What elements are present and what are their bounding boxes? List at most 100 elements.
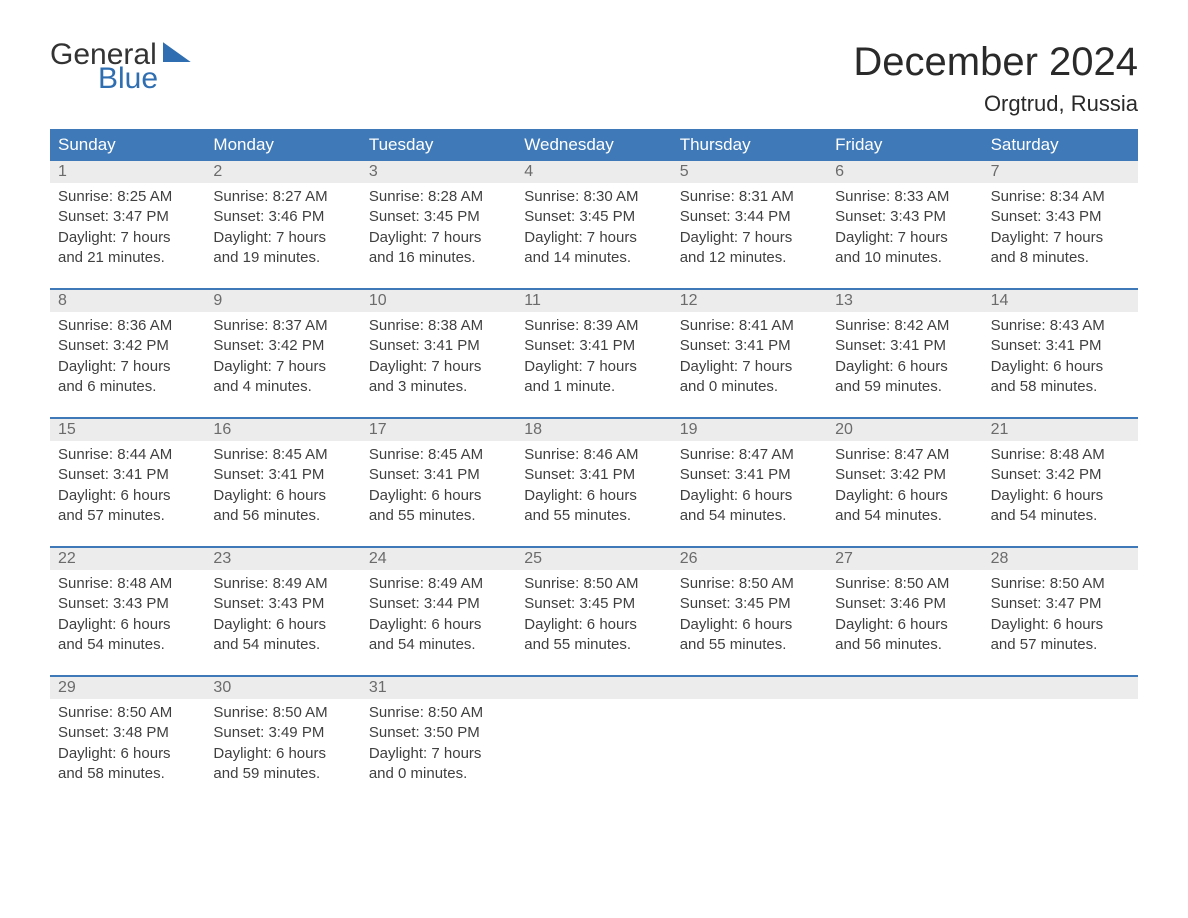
day-cell: Sunrise: 8:31 AMSunset: 3:44 PMDaylight:… [672, 183, 827, 274]
week-row: 891011121314Sunrise: 8:36 AMSunset: 3:42… [50, 288, 1138, 403]
sunset-text: Sunset: 3:44 PM [369, 594, 508, 614]
sunset-text: Sunset: 3:41 PM [369, 336, 508, 356]
sunrise-text: Sunrise: 8:27 AM [213, 187, 352, 207]
day-cell: Sunrise: 8:45 AMSunset: 3:41 PMDaylight:… [361, 441, 516, 532]
sunset-text: Sunset: 3:50 PM [369, 723, 508, 743]
week-row: 15161718192021Sunrise: 8:44 AMSunset: 3:… [50, 417, 1138, 532]
month-title: December 2024 [853, 40, 1138, 85]
day-number: 13 [827, 290, 982, 312]
sunrise-text: Sunrise: 8:48 AM [58, 574, 197, 594]
day-number-row: 891011121314 [50, 290, 1138, 312]
sunrise-text: Sunrise: 8:45 AM [369, 445, 508, 465]
day-number: 30 [205, 677, 360, 699]
daylight-text: Daylight: 6 hours and 58 minutes. [991, 357, 1130, 398]
sunset-text: Sunset: 3:41 PM [524, 336, 663, 356]
day-cell: Sunrise: 8:50 AMSunset: 3:47 PMDaylight:… [983, 570, 1138, 661]
daylight-text: Daylight: 6 hours and 54 minutes. [213, 615, 352, 656]
day-number: 11 [516, 290, 671, 312]
day-header-cell: Sunday [50, 129, 205, 161]
day-number: 7 [983, 161, 1138, 183]
sunset-text: Sunset: 3:42 PM [213, 336, 352, 356]
page-header: General Blue December 2024 Orgtrud, Russ… [50, 40, 1138, 117]
week-row: 1234567Sunrise: 8:25 AMSunset: 3:47 PMDa… [50, 161, 1138, 274]
daylight-text: Daylight: 6 hours and 56 minutes. [213, 486, 352, 527]
daylight-text: Daylight: 7 hours and 0 minutes. [680, 357, 819, 398]
day-cell: Sunrise: 8:44 AMSunset: 3:41 PMDaylight:… [50, 441, 205, 532]
day-header-row: Sunday Monday Tuesday Wednesday Thursday… [50, 129, 1138, 161]
sunset-text: Sunset: 3:42 PM [835, 465, 974, 485]
day-number: 6 [827, 161, 982, 183]
logo-flag-icon [163, 42, 191, 62]
sunset-text: Sunset: 3:41 PM [680, 465, 819, 485]
day-number: 9 [205, 290, 360, 312]
sunset-text: Sunset: 3:43 PM [213, 594, 352, 614]
sunrise-text: Sunrise: 8:41 AM [680, 316, 819, 336]
day-number: 4 [516, 161, 671, 183]
title-block: December 2024 Orgtrud, Russia [853, 40, 1138, 117]
day-number: 24 [361, 548, 516, 570]
day-number-row: 22232425262728 [50, 548, 1138, 570]
day-cell: Sunrise: 8:47 AMSunset: 3:41 PMDaylight:… [672, 441, 827, 532]
day-number: 27 [827, 548, 982, 570]
sunrise-text: Sunrise: 8:30 AM [524, 187, 663, 207]
sunrise-text: Sunrise: 8:38 AM [369, 316, 508, 336]
day-cell: Sunrise: 8:49 AMSunset: 3:43 PMDaylight:… [205, 570, 360, 661]
day-cell: Sunrise: 8:42 AMSunset: 3:41 PMDaylight:… [827, 312, 982, 403]
day-number: 10 [361, 290, 516, 312]
day-number: 14 [983, 290, 1138, 312]
day-cell: Sunrise: 8:30 AMSunset: 3:45 PMDaylight:… [516, 183, 671, 274]
day-cell [516, 699, 671, 790]
daylight-text: Daylight: 6 hours and 57 minutes. [991, 615, 1130, 656]
day-cell [983, 699, 1138, 790]
day-cell: Sunrise: 8:46 AMSunset: 3:41 PMDaylight:… [516, 441, 671, 532]
day-cell: Sunrise: 8:50 AMSunset: 3:49 PMDaylight:… [205, 699, 360, 790]
sunrise-text: Sunrise: 8:43 AM [991, 316, 1130, 336]
day-cell: Sunrise: 8:39 AMSunset: 3:41 PMDaylight:… [516, 312, 671, 403]
day-number: 28 [983, 548, 1138, 570]
day-cell: Sunrise: 8:43 AMSunset: 3:41 PMDaylight:… [983, 312, 1138, 403]
day-header-cell: Monday [205, 129, 360, 161]
daylight-text: Daylight: 7 hours and 10 minutes. [835, 228, 974, 269]
sunrise-text: Sunrise: 8:44 AM [58, 445, 197, 465]
daylight-text: Daylight: 6 hours and 56 minutes. [835, 615, 974, 656]
sunrise-text: Sunrise: 8:50 AM [680, 574, 819, 594]
sunset-text: Sunset: 3:45 PM [680, 594, 819, 614]
sunrise-text: Sunrise: 8:39 AM [524, 316, 663, 336]
daylight-text: Daylight: 6 hours and 54 minutes. [680, 486, 819, 527]
daylight-text: Daylight: 7 hours and 4 minutes. [213, 357, 352, 398]
sunrise-text: Sunrise: 8:31 AM [680, 187, 819, 207]
calendar: Sunday Monday Tuesday Wednesday Thursday… [50, 129, 1138, 790]
sunset-text: Sunset: 3:41 PM [58, 465, 197, 485]
day-cell: Sunrise: 8:33 AMSunset: 3:43 PMDaylight:… [827, 183, 982, 274]
sunrise-text: Sunrise: 8:47 AM [680, 445, 819, 465]
daylight-text: Daylight: 7 hours and 16 minutes. [369, 228, 508, 269]
daylight-text: Daylight: 6 hours and 59 minutes. [213, 744, 352, 785]
sunset-text: Sunset: 3:41 PM [524, 465, 663, 485]
daylight-text: Daylight: 7 hours and 21 minutes. [58, 228, 197, 269]
sunset-text: Sunset: 3:43 PM [991, 207, 1130, 227]
day-cell [672, 699, 827, 790]
day-number [827, 677, 982, 699]
day-cell: Sunrise: 8:36 AMSunset: 3:42 PMDaylight:… [50, 312, 205, 403]
sunset-text: Sunset: 3:45 PM [369, 207, 508, 227]
daylight-text: Daylight: 6 hours and 54 minutes. [369, 615, 508, 656]
day-header-cell: Friday [827, 129, 982, 161]
sunset-text: Sunset: 3:43 PM [835, 207, 974, 227]
day-cell: Sunrise: 8:50 AMSunset: 3:46 PMDaylight:… [827, 570, 982, 661]
week-row: 22232425262728 Sunrise: 8:48 AM Sunset: 3:… [50, 546, 1138, 661]
daylight-text: Daylight: 7 hours and 14 minutes. [524, 228, 663, 269]
day-number [983, 677, 1138, 699]
day-cell: Sunrise: 8:48 AMSunset: 3:42 PMDaylight:… [983, 441, 1138, 532]
daylight-text: Daylight: 7 hours and 8 minutes. [991, 228, 1130, 269]
daylight-text: Daylight: 7 hours and 3 minutes. [369, 357, 508, 398]
sunrise-text: Sunrise: 8:50 AM [213, 703, 352, 723]
sunrise-text: Sunrise: 8:46 AM [524, 445, 663, 465]
sunset-text: Sunset: 3:41 PM [369, 465, 508, 485]
sunrise-text: Sunrise: 8:50 AM [369, 703, 508, 723]
day-number: 2 [205, 161, 360, 183]
day-number-row: 15161718192021 [50, 419, 1138, 441]
day-cell: Sunrise: 8:34 AMSunset: 3:43 PMDaylight:… [983, 183, 1138, 274]
day-number: 5 [672, 161, 827, 183]
day-cell: Sunrise: 8:27 AMSunset: 3:46 PMDaylight:… [205, 183, 360, 274]
sunrise-text: Sunrise: 8:50 AM [524, 574, 663, 594]
